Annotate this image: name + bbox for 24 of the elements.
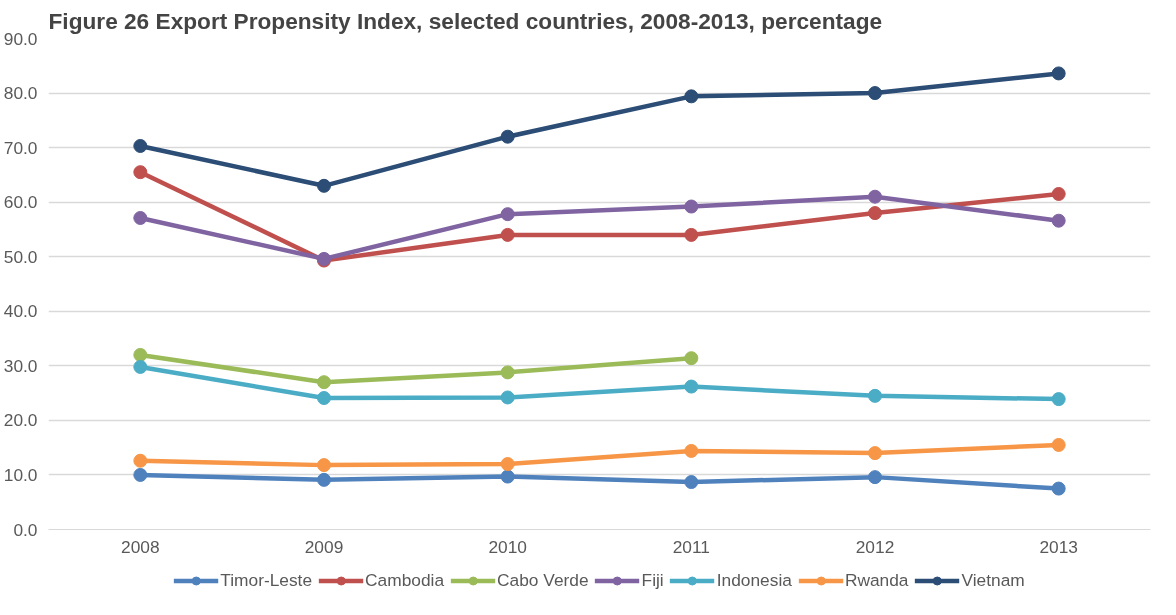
legend-label: Timor-Leste — [220, 569, 313, 591]
x-tick-label: 2010 — [488, 536, 527, 557]
legend-label: Cambodia — [365, 569, 445, 591]
x-tick-label: 2012 — [855, 536, 895, 557]
chart-title: Figure 26 Export Propensity Index, selected countries, 2008-2013, percentage — [48, 7, 883, 34]
y-tick-label: 60.0 — [3, 192, 38, 213]
y-tick-label: 90.0 — [3, 28, 38, 49]
y-tick-label: 30.0 — [3, 355, 38, 376]
legend-label: Rwanda — [844, 569, 909, 591]
y-tick-label: 10.0 — [3, 464, 38, 485]
x-tick-label: 2011 — [672, 536, 710, 557]
x-tick-label: 2013 — [1039, 536, 1078, 557]
y-tick-label: 40.0 — [3, 301, 38, 322]
x-tick-label: 2009 — [304, 536, 344, 557]
y-tick-label: 0.0 — [13, 519, 38, 540]
legend-label: Cabo Verde — [497, 569, 589, 591]
legend-label: Vietnam — [961, 569, 1025, 591]
y-tick-label: 50.0 — [3, 246, 38, 267]
y-tick-label: 80.0 — [3, 83, 38, 104]
y-tick-label: 20.0 — [3, 410, 38, 431]
legend-label: Fiji — [641, 569, 664, 591]
y-tick-label: 70.0 — [3, 137, 38, 158]
x-tick-label: 2008 — [121, 536, 160, 557]
legend-label: Indonesia — [716, 569, 792, 591]
